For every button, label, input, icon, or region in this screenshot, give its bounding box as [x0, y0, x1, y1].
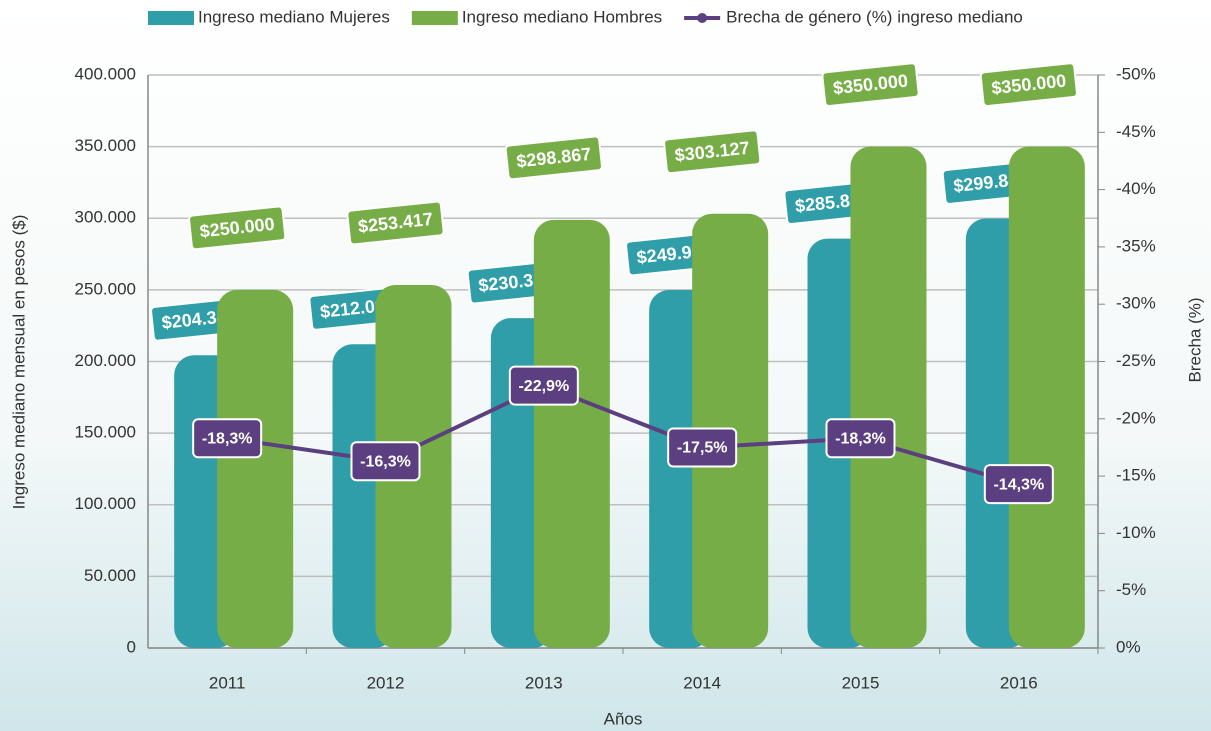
- y2-tick-label: -15%: [1116, 466, 1156, 485]
- y-tick-label: 150.000: [75, 423, 136, 442]
- data-label: -14,3%: [993, 476, 1044, 493]
- x-tick-label: 2016: [1000, 673, 1038, 692]
- y2-tick-label: -5%: [1116, 580, 1146, 599]
- y-tick-label: 400.000: [75, 64, 136, 83]
- y-tick-label: 200.000: [75, 351, 136, 370]
- data-label: -22,9%: [518, 378, 569, 395]
- y-tick-label: 0: [127, 637, 136, 656]
- x-tick-label: 2015: [842, 673, 880, 692]
- legend-swatch: [412, 11, 458, 25]
- y2-tick-label: -20%: [1116, 408, 1156, 427]
- y-tick-label: 50.000: [84, 566, 136, 585]
- legend-swatch: [148, 11, 194, 25]
- data-label: -17,5%: [677, 440, 728, 457]
- legend-label: Ingreso mediano Hombres: [462, 7, 662, 26]
- x-tick-label: 2014: [683, 673, 721, 692]
- bar: [217, 290, 293, 648]
- bar: [851, 147, 927, 648]
- y2-tick-label: -45%: [1116, 122, 1156, 141]
- x-tick-label: 2011: [209, 673, 246, 692]
- legend-label: Ingreso mediano Mujeres: [198, 7, 390, 26]
- y-tick-label: 350.000: [75, 136, 136, 155]
- y2-tick-label: -10%: [1116, 523, 1156, 542]
- y-tick-label: 300.000: [75, 208, 136, 227]
- y-tick-label: 100.000: [75, 494, 136, 513]
- legend-swatch: [697, 13, 707, 23]
- y2-tick-label: -30%: [1116, 294, 1156, 313]
- x-tick-label: 2012: [367, 673, 405, 692]
- data-label: -18,3%: [202, 431, 253, 448]
- y2-tick-label: -35%: [1116, 236, 1156, 255]
- bar: [534, 220, 610, 648]
- y-axis-title: Ingreso mediano mensual en pesos ($): [9, 215, 28, 510]
- y-tick-label: 250.000: [75, 279, 136, 298]
- bar: [1009, 147, 1085, 648]
- y2-axis-title: Brecha (%): [1185, 297, 1204, 382]
- y2-tick-label: -40%: [1116, 179, 1156, 198]
- y2-tick-label: 0%: [1116, 637, 1141, 656]
- y2-tick-label: -25%: [1116, 351, 1156, 370]
- data-label: -18,3%: [835, 431, 886, 448]
- legend-label: Brecha de género (%) ingreso mediano: [726, 7, 1023, 26]
- data-label: -16,3%: [360, 453, 411, 470]
- x-axis-title: Años: [604, 709, 643, 728]
- y2-tick-label: -50%: [1116, 64, 1156, 83]
- x-tick-label: 2013: [525, 673, 563, 692]
- chart: Ingreso mediano mensual en pesos ($) Bre…: [0, 0, 1211, 731]
